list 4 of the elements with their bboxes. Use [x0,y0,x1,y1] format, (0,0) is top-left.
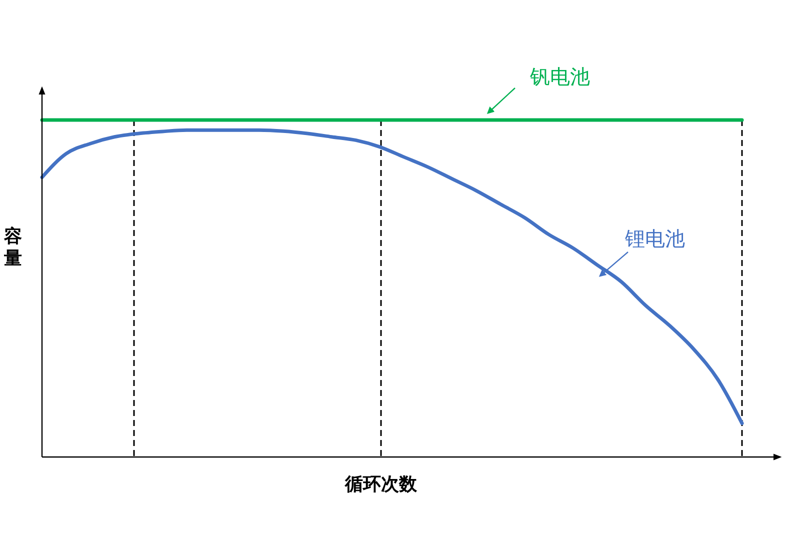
y-axis-title: 容量 [3,226,22,269]
series-label: 锂电池 [624,226,685,250]
series-label: 钒电池 [529,64,590,88]
x-axis-title: 循环次数 [344,474,418,495]
